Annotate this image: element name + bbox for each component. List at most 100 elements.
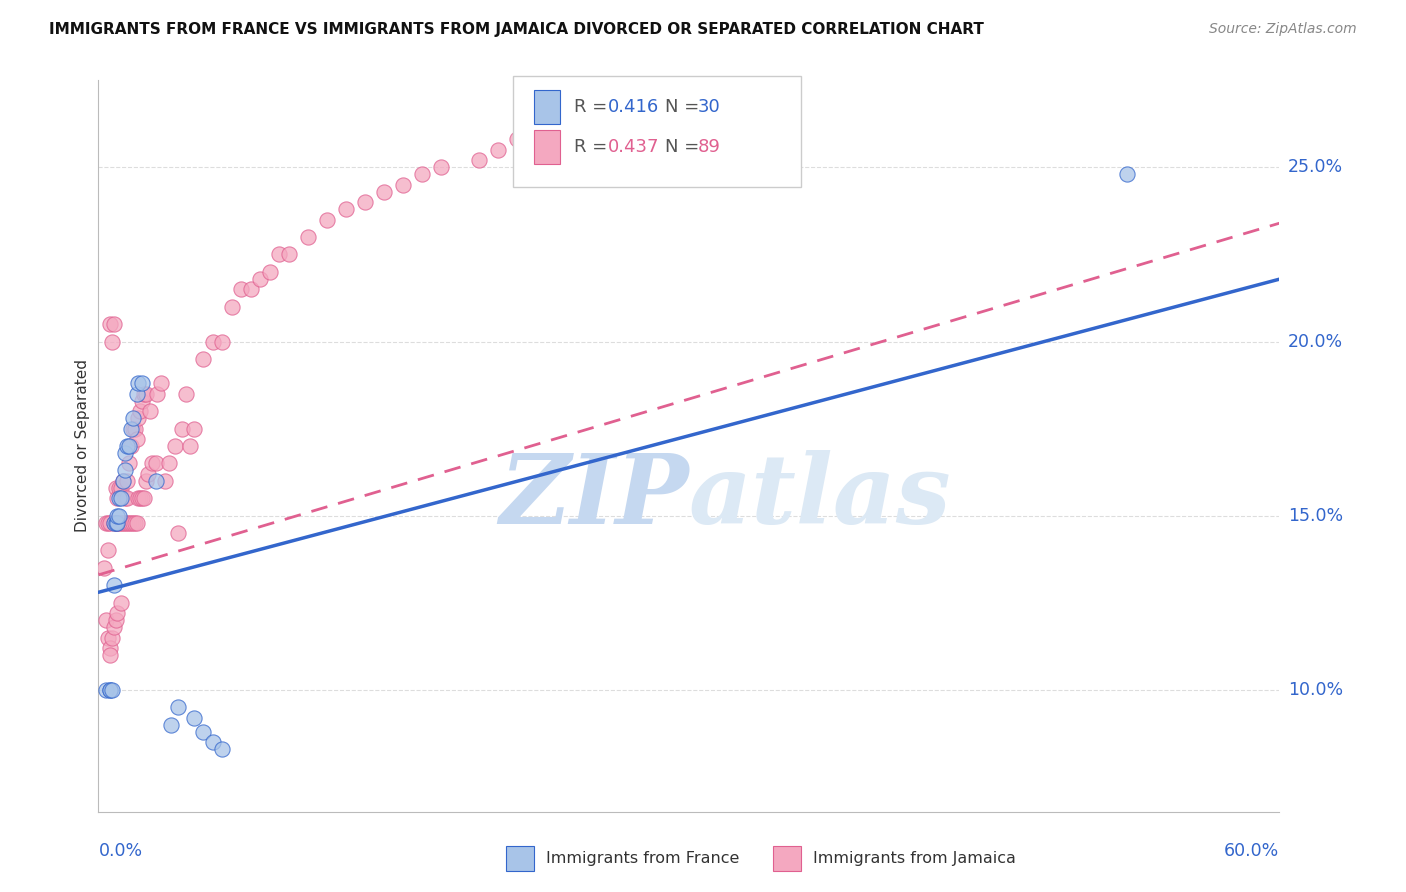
Point [125, 386, 148, 401]
Text: IMMIGRANTS FROM FRANCE VS IMMIGRANTS FROM JAMAICA DIVORCED OR SEPARATED CORRELAT: IMMIGRANTS FROM FRANCE VS IMMIGRANTS FRO… [49, 22, 984, 37]
Point [316, 212, 339, 227]
Point [104, 516, 127, 530]
Point [239, 282, 262, 296]
Text: Immigrants from France: Immigrants from France [546, 851, 740, 865]
Point [179, 439, 201, 453]
Point [269, 247, 291, 261]
Point [135, 386, 157, 401]
Text: R =: R = [574, 138, 613, 156]
Point [110, 516, 132, 530]
Point [136, 467, 159, 481]
Point [172, 421, 194, 435]
Point [150, 376, 173, 391]
Point [98, 640, 121, 655]
Point [112, 474, 135, 488]
Point [97, 543, 120, 558]
Point [131, 376, 153, 391]
Point [468, 153, 491, 168]
Point [98, 682, 121, 697]
Point [107, 508, 129, 523]
Point [129, 491, 152, 506]
Y-axis label: Divorced or Separated: Divorced or Separated [75, 359, 90, 533]
Point [153, 474, 176, 488]
Point [124, 516, 146, 530]
Point [163, 439, 186, 453]
Point [127, 411, 149, 425]
Point [118, 516, 141, 530]
Text: R =: R = [574, 98, 613, 116]
Point [103, 516, 125, 530]
Point [107, 516, 129, 530]
Point [100, 631, 122, 645]
Point [145, 457, 167, 471]
Point [107, 491, 129, 506]
Point [221, 300, 243, 314]
Point [103, 620, 125, 634]
Text: ZIP: ZIP [499, 450, 689, 544]
Point [211, 334, 233, 349]
Point [94, 682, 117, 697]
Point [174, 386, 197, 401]
Point [135, 474, 157, 488]
Point [114, 463, 136, 477]
Point [145, 474, 167, 488]
Point [139, 404, 162, 418]
Text: 10.0%: 10.0% [1288, 681, 1343, 698]
Point [98, 317, 121, 331]
Point [112, 516, 135, 530]
Point [183, 711, 205, 725]
Text: Immigrants from Jamaica: Immigrants from Jamaica [813, 851, 1015, 865]
Point [103, 317, 125, 331]
Point [98, 516, 121, 530]
Point [124, 421, 146, 435]
Point [110, 481, 132, 495]
Text: 89: 89 [697, 138, 720, 156]
Point [110, 596, 132, 610]
Point [183, 421, 205, 435]
Point [110, 491, 132, 506]
Point [115, 516, 138, 530]
Text: 20.0%: 20.0% [1288, 333, 1343, 351]
Point [506, 132, 529, 146]
Text: 30: 30 [697, 98, 720, 116]
Point [97, 631, 120, 645]
Point [121, 411, 143, 425]
Point [193, 724, 215, 739]
Point [93, 561, 115, 575]
Point [94, 516, 117, 530]
Point [411, 167, 433, 181]
Point [430, 161, 453, 175]
Point [134, 491, 156, 506]
Text: 25.0%: 25.0% [1288, 159, 1343, 177]
Point [100, 682, 122, 697]
Point [335, 202, 357, 216]
Point [120, 439, 142, 453]
Text: atlas: atlas [689, 450, 952, 544]
Point [129, 404, 152, 418]
Point [98, 682, 121, 697]
Point [120, 516, 142, 530]
Point [112, 474, 135, 488]
Point [127, 376, 149, 391]
Point [114, 491, 136, 506]
Point [201, 334, 224, 349]
Point [120, 421, 142, 435]
Point [118, 439, 141, 453]
Point [167, 700, 190, 714]
Point [125, 516, 148, 530]
Text: 0.416: 0.416 [607, 98, 658, 116]
Point [100, 334, 122, 349]
Point [211, 742, 233, 756]
Point [98, 648, 121, 662]
Point [277, 247, 299, 261]
Point [231, 282, 253, 296]
Point [354, 195, 377, 210]
Point [392, 178, 415, 192]
Point [121, 421, 143, 435]
Point [107, 516, 129, 530]
Text: 0.437: 0.437 [607, 138, 659, 156]
Point [201, 735, 224, 749]
Point [115, 474, 138, 488]
Point [103, 516, 125, 530]
Point [115, 439, 138, 453]
